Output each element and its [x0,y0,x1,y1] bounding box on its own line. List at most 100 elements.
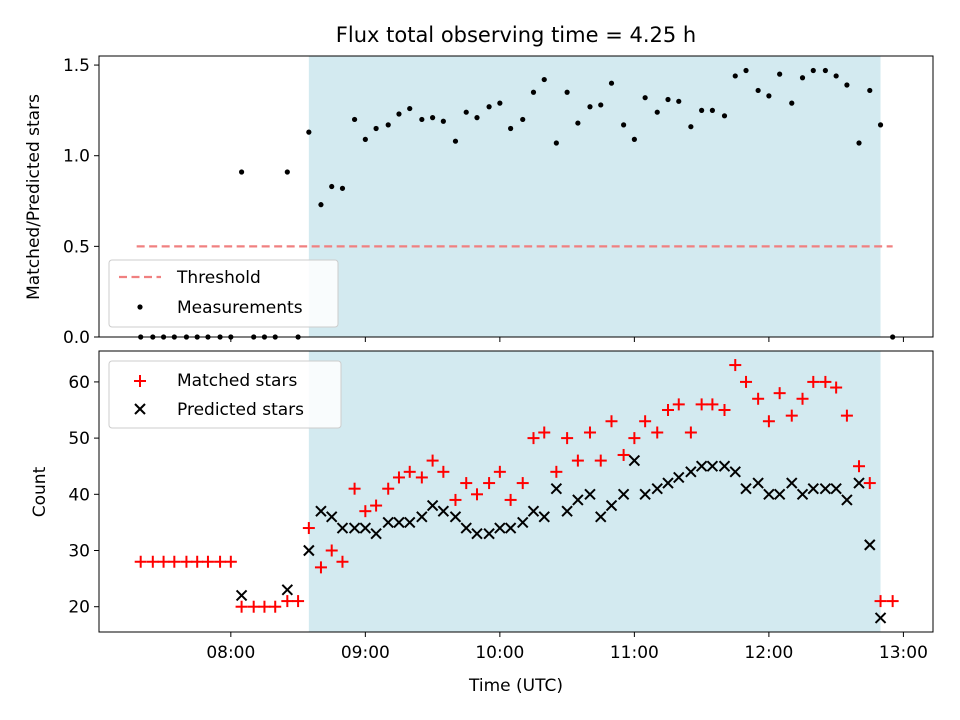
predicted-stars-point [752,477,764,489]
y-tick-label: 0.5 [63,237,90,257]
measurements-point [665,96,671,103]
measurements-point [789,100,795,106]
predicted-stars-point [662,477,674,489]
top-observing-window-shade [308,56,881,337]
measurements-point [339,185,346,191]
measurements-point [621,122,627,128]
matched-stars-point [292,595,305,608]
measurements-point [755,87,761,94]
measurements-point [553,140,559,146]
y-tick-label: 1.5 [63,56,90,76]
predicted-stars-point [763,488,775,501]
predicted-stars-point [483,527,495,540]
matched-stars-point [359,505,372,518]
measurements-point [743,67,749,74]
matched-stars-point [470,488,483,501]
measurements-point [676,98,682,104]
top-legend-box [108,259,339,328]
measurements-point [587,104,593,110]
matched-stars-point [314,561,327,574]
measurements-point [530,89,537,95]
measurements-point [721,113,728,119]
predicted-stars-point [841,494,853,506]
measurements-point [318,202,324,208]
bottom-panel: 08:00 09:00 10:00 11:00 12:00 13:00 20 30 40 50 6… [30,350,934,696]
measurements-point [810,67,816,74]
matched-stars-point [807,375,820,388]
measurements-point [833,73,839,79]
measurements-point [407,105,413,112]
matched-stars-point [695,398,708,411]
measurements-point [598,102,604,108]
measurements-point [867,87,873,94]
measurements-point [329,183,335,190]
top-y-axis-label: Matched/Predicted stars [24,94,44,300]
matched-stars-point [403,465,416,478]
matched-stars-point [516,477,529,490]
predicted-stars-point [572,494,584,506]
measurements-point [688,124,694,130]
predicted-stars-point [685,466,697,478]
measurements-point [419,116,425,123]
predicted-stars-point [605,499,618,512]
y-tick-label: 20 [68,598,90,618]
predicted-stars-point [382,516,394,529]
matched-stars-point [527,432,540,445]
matched-stars-point [325,544,338,557]
matched-stars-point [281,595,294,608]
predicted-stars-point [729,466,741,478]
matched-stars-point [201,555,214,568]
legend-threshold-label: Threshold [176,268,261,288]
measurements-point [631,136,637,142]
predicted-stars-point [651,482,663,495]
predicted-stars-point [796,488,809,501]
predicted-stars-point [449,511,462,523]
matched-stars-point [617,448,630,461]
matched-stars-point [146,555,159,568]
x-tick-label: 12:00 [744,643,793,663]
legend-matched-swatch [134,375,146,387]
measurements-point [732,73,738,79]
x-tick-label: 13:00 [879,643,928,663]
matched-stars-point [840,409,853,422]
measurements-point [474,115,480,121]
predicted-stars-point [471,527,483,540]
measurements-point [452,138,459,144]
top-panel: 0.0 0.5 1.0 1.5 Flux total observing time =… [24,23,934,348]
predicted-stars-point [281,584,294,596]
measurements-point [430,115,436,121]
matched-stars-point [752,392,765,405]
measurements-point [306,129,312,135]
bottom-legend-box [108,360,342,429]
predicted-stars-point [740,482,752,495]
measurements-point [844,82,850,88]
matched-stars-point [382,482,395,495]
x-tick-label: 08:00 [206,643,255,663]
matched-stars-point [336,555,349,568]
y-tick-label: 50 [68,429,90,449]
predicted-stars-point [348,522,361,534]
matched-stars-point [729,359,742,372]
matched-stars-point [662,404,675,417]
measurements-point [575,120,581,126]
matched-stars-point [168,555,181,568]
measurements-point [463,109,469,115]
predicted-stars-point [584,488,596,501]
top-chart-title: Flux total observing time = 4.25 h [336,23,696,47]
predicted-stars-point [830,482,842,495]
measurements-point [564,89,570,95]
measurements-point [440,118,446,124]
legend-predicted-label: Predicted stars [177,400,304,420]
predicted-stars-point [494,522,506,534]
predicted-stars-point [773,488,786,501]
measurements-point [385,122,391,128]
predicted-stars-point [404,516,416,529]
matched-stars-point [214,555,227,568]
bottom-y-axis-label: Count [30,466,50,517]
predicted-stars-point [326,511,338,523]
predicted-stars-point [336,522,349,534]
predicted-stars-point [538,511,550,523]
matched-stars-point [370,499,383,512]
predicted-stars-point [706,460,719,472]
measurements-point [822,67,828,74]
